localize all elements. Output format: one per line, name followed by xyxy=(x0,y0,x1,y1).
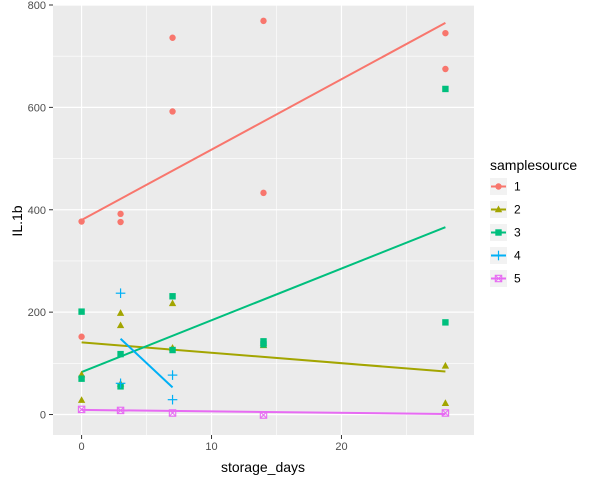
legend-title: samplesource xyxy=(490,157,577,173)
fit-line-series-1 xyxy=(81,22,446,221)
legend-item-4: 4 xyxy=(490,247,521,264)
data-point-series-2 xyxy=(116,309,125,316)
data-point-series-3 xyxy=(169,293,176,300)
legend-item-1: 1 xyxy=(490,178,521,195)
data-point-series-3 xyxy=(78,375,85,382)
data-point-series-2 xyxy=(441,361,450,369)
data-point-series-1 xyxy=(169,108,176,115)
data-point-series-2 xyxy=(168,299,177,307)
data-point-series-2 xyxy=(77,396,86,403)
data-point-series-5 xyxy=(441,409,450,417)
data-point-series-5 xyxy=(77,405,86,414)
fit-line-series-3 xyxy=(81,226,446,373)
data-point-series-3 xyxy=(117,350,124,358)
data-point-series-5 xyxy=(116,406,125,415)
y-tick-label: 200 xyxy=(28,307,46,319)
legend-item-5: 5 xyxy=(490,270,521,287)
data-point-series-5 xyxy=(259,411,268,419)
data-point-series-1 xyxy=(260,17,267,25)
data-point-series-2 xyxy=(116,321,125,329)
data-point-series-1 xyxy=(442,65,449,73)
axis-ticks xyxy=(49,4,342,439)
x-tick-label: 10 xyxy=(205,441,217,453)
data-point-series-1 xyxy=(117,218,124,226)
x-axis-title: storage_days xyxy=(221,459,305,475)
data-point-series-2 xyxy=(441,399,450,406)
data-point-series-3 xyxy=(169,346,176,354)
y-tick-label: 400 xyxy=(28,205,46,217)
data-point-series-1 xyxy=(169,34,176,41)
data-point-series-4 xyxy=(115,288,126,299)
legend-key-marker xyxy=(494,205,503,213)
x-tick-label: 0 xyxy=(79,441,85,453)
legend-key-marker xyxy=(495,183,502,190)
y-axis-title: IL.1b xyxy=(9,205,25,236)
fit-line-series-4 xyxy=(119,338,174,389)
data-point-series-3 xyxy=(260,341,267,348)
y-tick-label: 0 xyxy=(40,410,46,422)
legend-label: 5 xyxy=(514,272,521,286)
data-point-series-1 xyxy=(117,210,124,218)
legend-key-marker xyxy=(493,250,504,261)
y-tick-label: 600 xyxy=(28,102,46,114)
data-point-series-5 xyxy=(168,409,177,417)
data-point-series-1 xyxy=(78,333,85,340)
legend-label: 1 xyxy=(514,180,521,194)
data-point-series-1 xyxy=(442,29,449,37)
legend-label: 2 xyxy=(514,203,521,217)
data-point-series-1 xyxy=(260,189,267,197)
legend-label: 4 xyxy=(514,249,521,263)
data-point-series-3 xyxy=(442,319,449,326)
legend: samplesource 1 2 3 4 5 xyxy=(490,157,577,287)
legend-item-2: 2 xyxy=(490,201,521,218)
x-tick-label: 20 xyxy=(335,441,347,453)
legend-key-marker xyxy=(495,229,502,236)
data-points xyxy=(77,17,450,419)
legend-items: 1 2 3 4 5 xyxy=(490,178,521,287)
panel-background xyxy=(53,5,474,435)
y-tick-label: 800 xyxy=(28,0,46,12)
data-point-series-4 xyxy=(167,394,178,405)
data-point-series-4 xyxy=(167,370,178,380)
legend-key-marker xyxy=(494,274,503,283)
data-point-series-3 xyxy=(78,308,85,315)
legend-item-3: 3 xyxy=(490,224,521,241)
legend-label: 3 xyxy=(514,226,521,240)
data-point-series-1 xyxy=(78,218,85,225)
minor-gridlines xyxy=(53,5,474,435)
data-point-series-3 xyxy=(442,85,449,93)
data-point-series-4 xyxy=(115,378,126,389)
